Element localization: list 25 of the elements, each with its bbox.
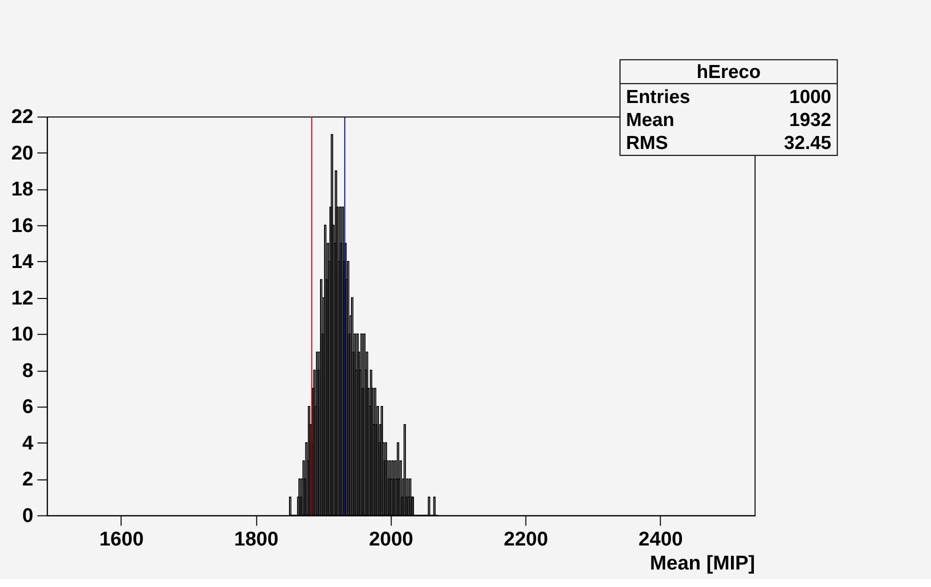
y-tick-label: 4 — [22, 432, 34, 454]
y-tick-label: 16 — [11, 214, 34, 237]
y-tick-label: 22 — [11, 106, 34, 128]
y-tick-label: 20 — [11, 142, 34, 164]
x-tick-label: 2000 — [368, 528, 414, 551]
text: 1932 — [789, 110, 832, 132]
x-tick-label: 1600 — [99, 528, 144, 551]
y-tick-label: 10 — [11, 324, 34, 346]
y-tick-label: 18 — [11, 178, 34, 201]
x-axis-title: Mean [MIP] — [650, 552, 756, 575]
annotation: RMS — [626, 132, 668, 154]
text: 32.45 — [784, 132, 832, 154]
x-tick-label: 2200 — [504, 528, 548, 551]
y-tick-label: 14 — [11, 251, 34, 274]
y-tick-label: 0 — [22, 504, 34, 527]
annotation: Mean — [626, 110, 674, 132]
text: 1000 — [789, 87, 832, 108]
x-tick-label: 1800 — [234, 528, 278, 551]
text: Entries — [626, 87, 690, 108]
y-tick-label: 8 — [22, 360, 34, 382]
x-tick-label: 2400 — [638, 528, 683, 551]
text: hEreco — [696, 62, 761, 84]
y-tick-label: 2 — [22, 468, 34, 491]
y-tick-label: 12 — [11, 287, 34, 310]
y-tick-label: 6 — [22, 396, 34, 418]
